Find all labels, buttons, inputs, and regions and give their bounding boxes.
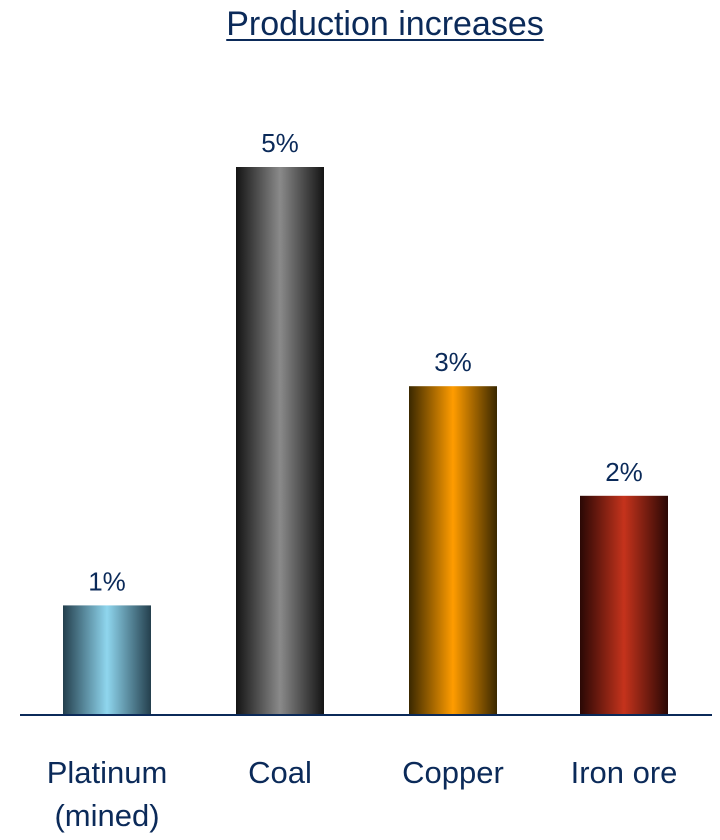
category-label-2: Coal	[248, 755, 312, 790]
chart-title: Production increases	[226, 5, 544, 43]
category-label-1: Platinum (mined)	[47, 755, 168, 833]
bar-4	[580, 495, 668, 715]
value-label-3: 3%	[434, 347, 472, 377]
value-label-1: 1%	[88, 566, 126, 596]
category-label-4: Iron ore	[571, 755, 678, 790]
bar-3	[409, 386, 497, 715]
value-label-4: 2%	[605, 457, 643, 487]
bar-2	[236, 167, 324, 715]
bar-1	[63, 605, 151, 715]
category-label-3: Copper	[402, 755, 504, 790]
value-label-2: 5%	[261, 128, 299, 158]
